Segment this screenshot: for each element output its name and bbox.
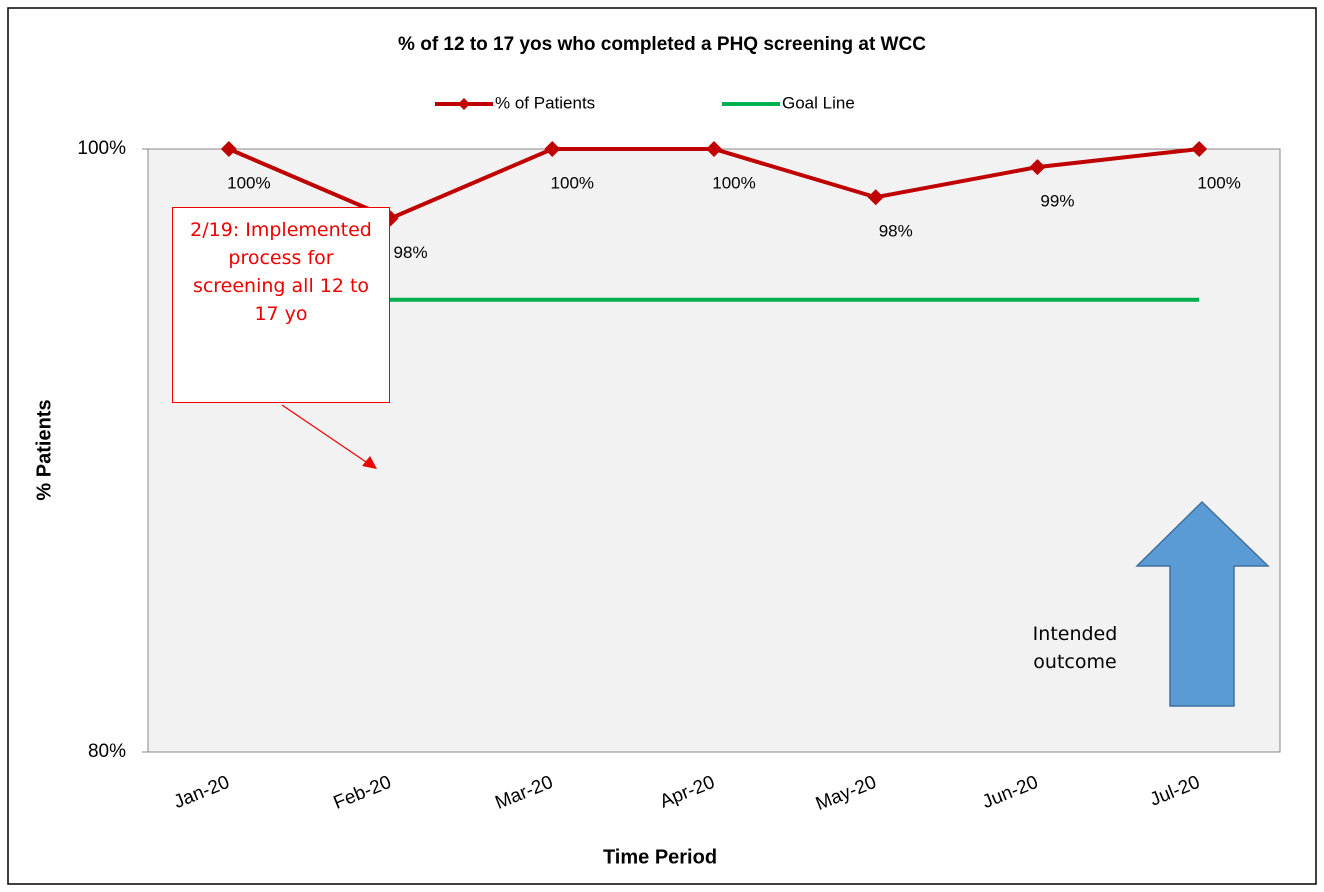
legend-label: % of Patients [495,93,595,112]
data-label: 98% [879,222,913,241]
legend-marker [458,98,470,110]
x-axis-title: Time Period [603,846,717,868]
data-label: 99% [1040,192,1074,211]
data-label: 98% [394,243,428,262]
y-tick-label: 100% [77,138,126,159]
data-label: 100% [1197,173,1240,192]
marker [867,189,884,206]
legend-label: Goal Line [782,93,855,112]
marker [220,141,237,157]
marker [706,141,722,157]
data-label: 100% [551,173,594,192]
data-label: 100% [712,173,755,192]
data-label: 100% [227,173,270,192]
marker [544,141,561,157]
y-tick-label: 80% [88,741,126,762]
annotation-text: Intended outcome [1032,623,1118,673]
marker [1191,141,1208,157]
y-axis-title: % Patients [33,399,55,500]
marker [1029,159,1046,176]
chart-title: % of 12 to 17 yos who completed a PHQ sc… [398,34,926,55]
annotation-box: 2/19: Implemented process for screening … [172,207,390,403]
